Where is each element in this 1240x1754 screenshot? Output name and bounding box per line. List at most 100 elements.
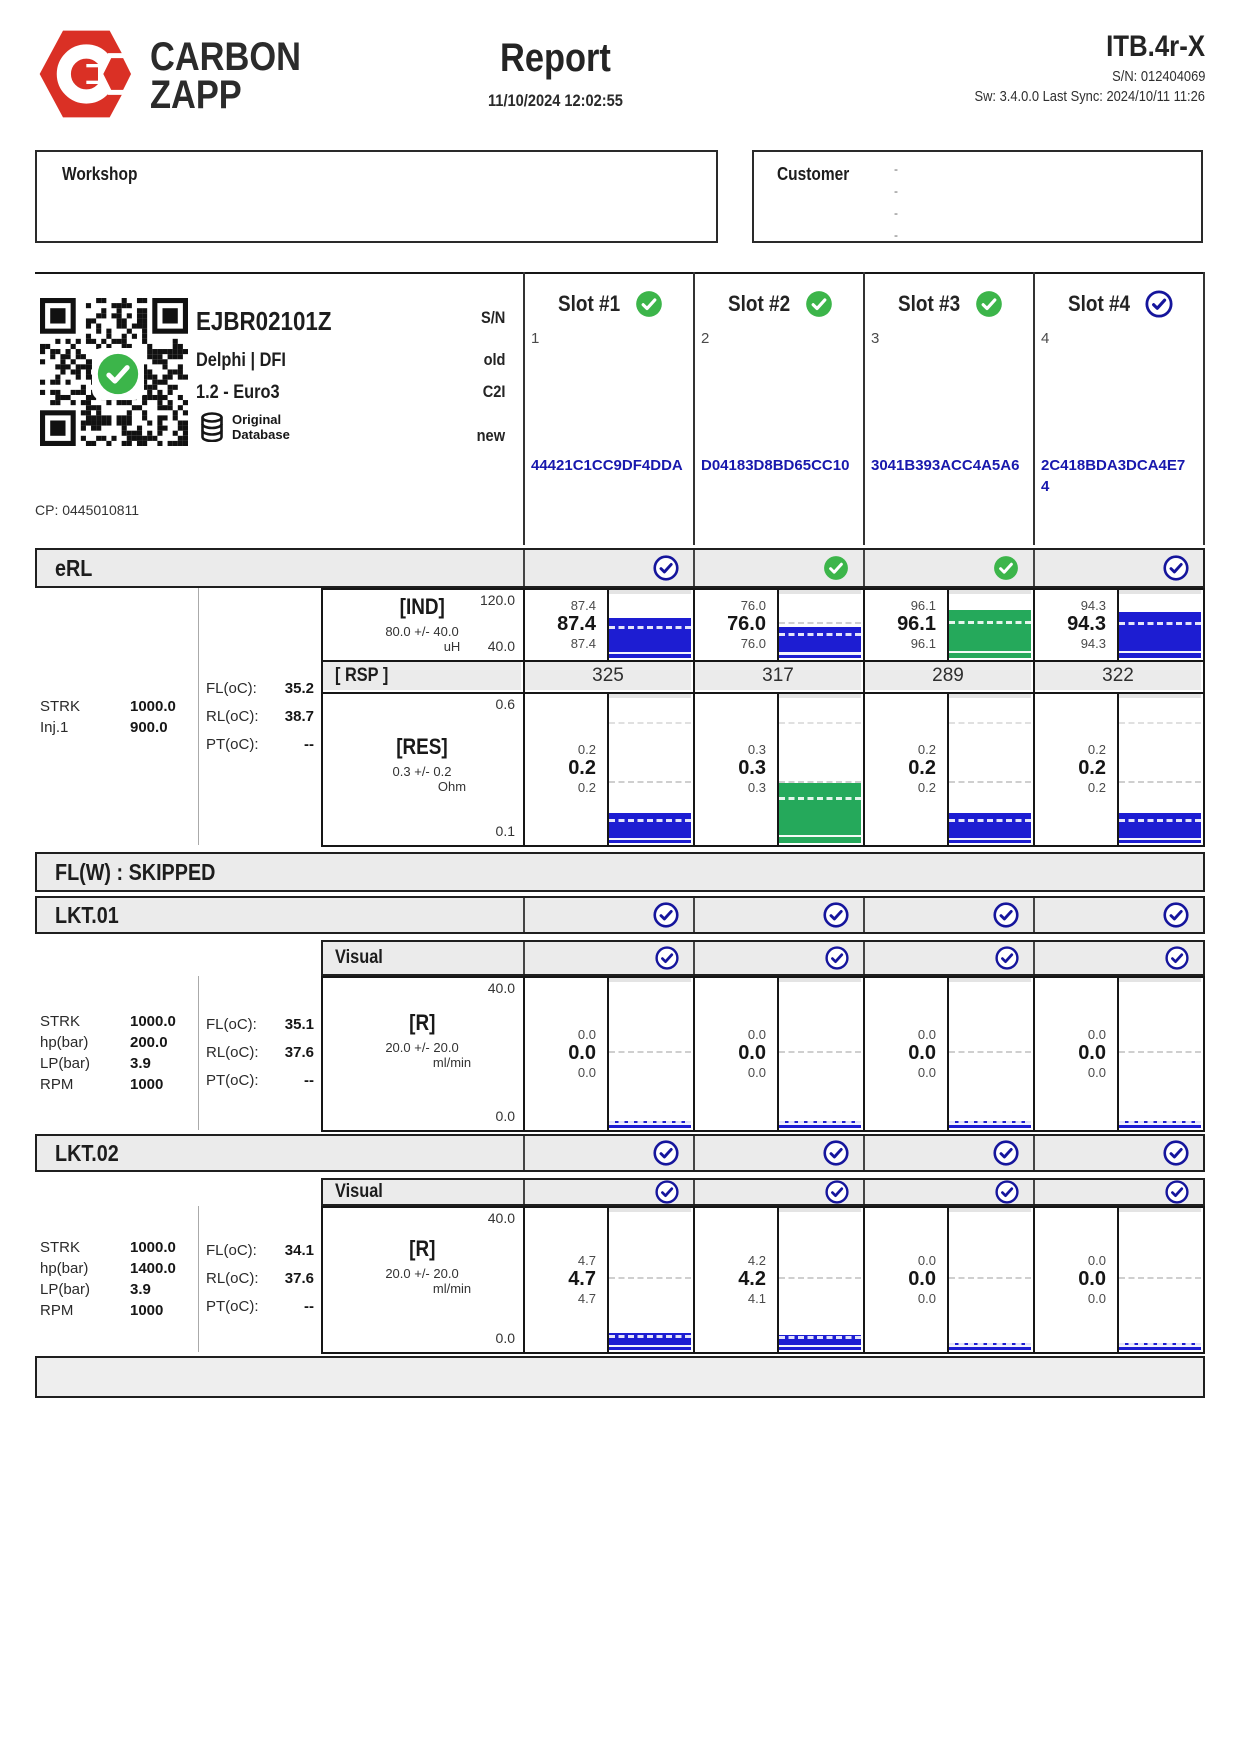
temp-value: 35.1 <box>284 1016 314 1033</box>
value-max: 0.3 <box>747 742 766 757</box>
value-max: 0.0 <box>747 1026 766 1042</box>
test-graph <box>949 1208 1031 1350</box>
temps-block: FL(oC): 35.2 RL(oC): 38.7 PT(oC): -- <box>206 588 314 845</box>
params-block: STRK 1000.0 hp(bar) 1400.0 LP(bar) 3.9 RPM 1000 <box>40 1206 190 1352</box>
erl-bar-divider <box>1033 550 1035 586</box>
value-graph-divider <box>947 588 949 660</box>
value-min: 4.1 <box>747 1290 766 1306</box>
graph-top-band <box>949 590 1031 594</box>
field-label-old-text: old <box>483 350 505 369</box>
lkt02-bar-divider <box>693 1136 695 1170</box>
temp-row: FL(oC): 35.2 <box>206 675 314 703</box>
graph-bar-min-line <box>1119 837 1201 840</box>
temp-label: RL(oC): <box>206 1044 259 1061</box>
erl-check-icon <box>993 555 1019 581</box>
test-graph <box>1119 978 1201 1128</box>
temp-label: FL(oC): <box>206 1242 257 1259</box>
lkt02-title: LKT.02 <box>55 1134 129 1172</box>
lkt02-visual-check-icon <box>1165 1180 1189 1204</box>
lkt02-bar-divider <box>1033 1136 1035 1170</box>
field-label-new-text: new <box>476 426 505 445</box>
slot-new-code: 2C418BDA3DCA4E74 <box>1041 457 1186 495</box>
value-min: 87.4 <box>570 635 596 651</box>
temp-value: -- <box>304 1298 314 1315</box>
value-graph-divider <box>1117 976 1119 1130</box>
lkt02-visual-check-icon <box>655 1180 679 1204</box>
flw-bar <box>35 852 1205 892</box>
value-min: 76.0 <box>740 635 766 651</box>
slot-column-divider <box>693 272 695 545</box>
value-avg: 94.3 <box>1067 612 1106 635</box>
test-grid-hline <box>321 845 1205 847</box>
graph-nominal-line <box>779 1051 861 1053</box>
lkt02-title-text: LKT.02 <box>55 1139 119 1166</box>
test-graph <box>609 694 691 843</box>
lkt02-check-icon <box>823 1140 849 1166</box>
test-graph <box>779 694 861 843</box>
temp-row: PT(oC): -- <box>206 1293 314 1321</box>
test-graph <box>949 694 1031 843</box>
lkt01-slot-check <box>863 896 1019 934</box>
graph-top-band <box>779 590 861 594</box>
test-title: [RES] <box>396 733 448 759</box>
value-max: 4.7 <box>577 1252 596 1268</box>
slot-new-code: 3041B393ACC4A5A6 <box>871 457 1020 474</box>
param-row: LP(bar) 3.9 <box>40 1279 190 1300</box>
graph-bar-dash-line <box>779 633 861 636</box>
param-value: 1000.0 <box>130 1013 176 1030</box>
device-serial: S/N: 012404069 <box>1111 68 1205 85</box>
temp-value: -- <box>304 735 314 753</box>
temp-label: RL(oC): <box>206 707 259 725</box>
workshop-box: Workshop <box>35 150 718 243</box>
graph-bar <box>949 1120 1031 1128</box>
device-model: ITB.4r-X <box>1106 30 1205 63</box>
value-avg: 0.0 <box>1078 1041 1106 1064</box>
rsp-value: 322 <box>1102 665 1134 686</box>
info-col-divider <box>198 976 199 1130</box>
value-min: 0.2 <box>577 780 596 795</box>
lkt02-bar-divider <box>863 1136 865 1170</box>
graph-bar <box>949 610 1031 658</box>
value-min: 96.1 <box>910 635 936 651</box>
temp-label: FL(oC): <box>206 679 257 697</box>
graph-bar-dash-line <box>1119 1342 1201 1345</box>
temp-row: RL(oC): 37.6 <box>206 1039 314 1067</box>
test-grid-vline <box>523 1206 525 1354</box>
lkt01-visual-check <box>1033 940 1189 976</box>
graph-top-band <box>779 694 861 698</box>
temp-row: PT(oC): -- <box>206 731 314 759</box>
test-graph <box>779 1208 861 1350</box>
graph-top-band <box>609 978 691 982</box>
database-badge-label: Original Database <box>232 412 290 442</box>
lkt02-slot-check <box>863 1134 1019 1172</box>
graph-nominal-line <box>949 1277 1031 1279</box>
graph-bar-min-line <box>1119 1344 1201 1347</box>
graph-bar-min-line <box>1119 650 1201 654</box>
graph-bar-min-line <box>779 834 861 837</box>
graph-bar-dash-line <box>779 1336 861 1340</box>
test-values: 87.4 87.4 87.4 <box>525 590 605 658</box>
test-grid-hline <box>321 976 1205 978</box>
lkt01-visual-label: Visual <box>335 940 391 976</box>
test-spec: 0.3 +/- 0.2 <box>392 763 452 779</box>
brand-line2: ZAPP <box>150 73 242 117</box>
brand-text: CARBON ZAPP <box>150 37 326 117</box>
graph-bar-dash-line <box>779 1120 861 1123</box>
temp-value: -- <box>304 1072 314 1089</box>
graph-top-band <box>949 978 1031 982</box>
graph-bar <box>779 1120 861 1128</box>
slot-new-code: D04183D8BD65CC10 <box>701 457 850 474</box>
field-label-old: old <box>380 350 505 370</box>
test-graph <box>779 590 861 658</box>
lkt02-visual-check-icon <box>995 1180 1019 1204</box>
value-min: 0.0 <box>577 1064 596 1080</box>
temp-row: RL(oC): 37.6 <box>206 1265 314 1293</box>
test-values: 0.0 0.0 0.0 <box>1035 1208 1115 1350</box>
temp-row: FL(oC): 34.1 <box>206 1237 314 1265</box>
graph-top-band <box>779 978 861 982</box>
lkt01-visual-check <box>693 940 849 976</box>
graph-bar-min-line <box>779 1122 861 1125</box>
test-grid-vline <box>863 976 865 1132</box>
graph-bar-dash-line <box>949 1120 1031 1123</box>
